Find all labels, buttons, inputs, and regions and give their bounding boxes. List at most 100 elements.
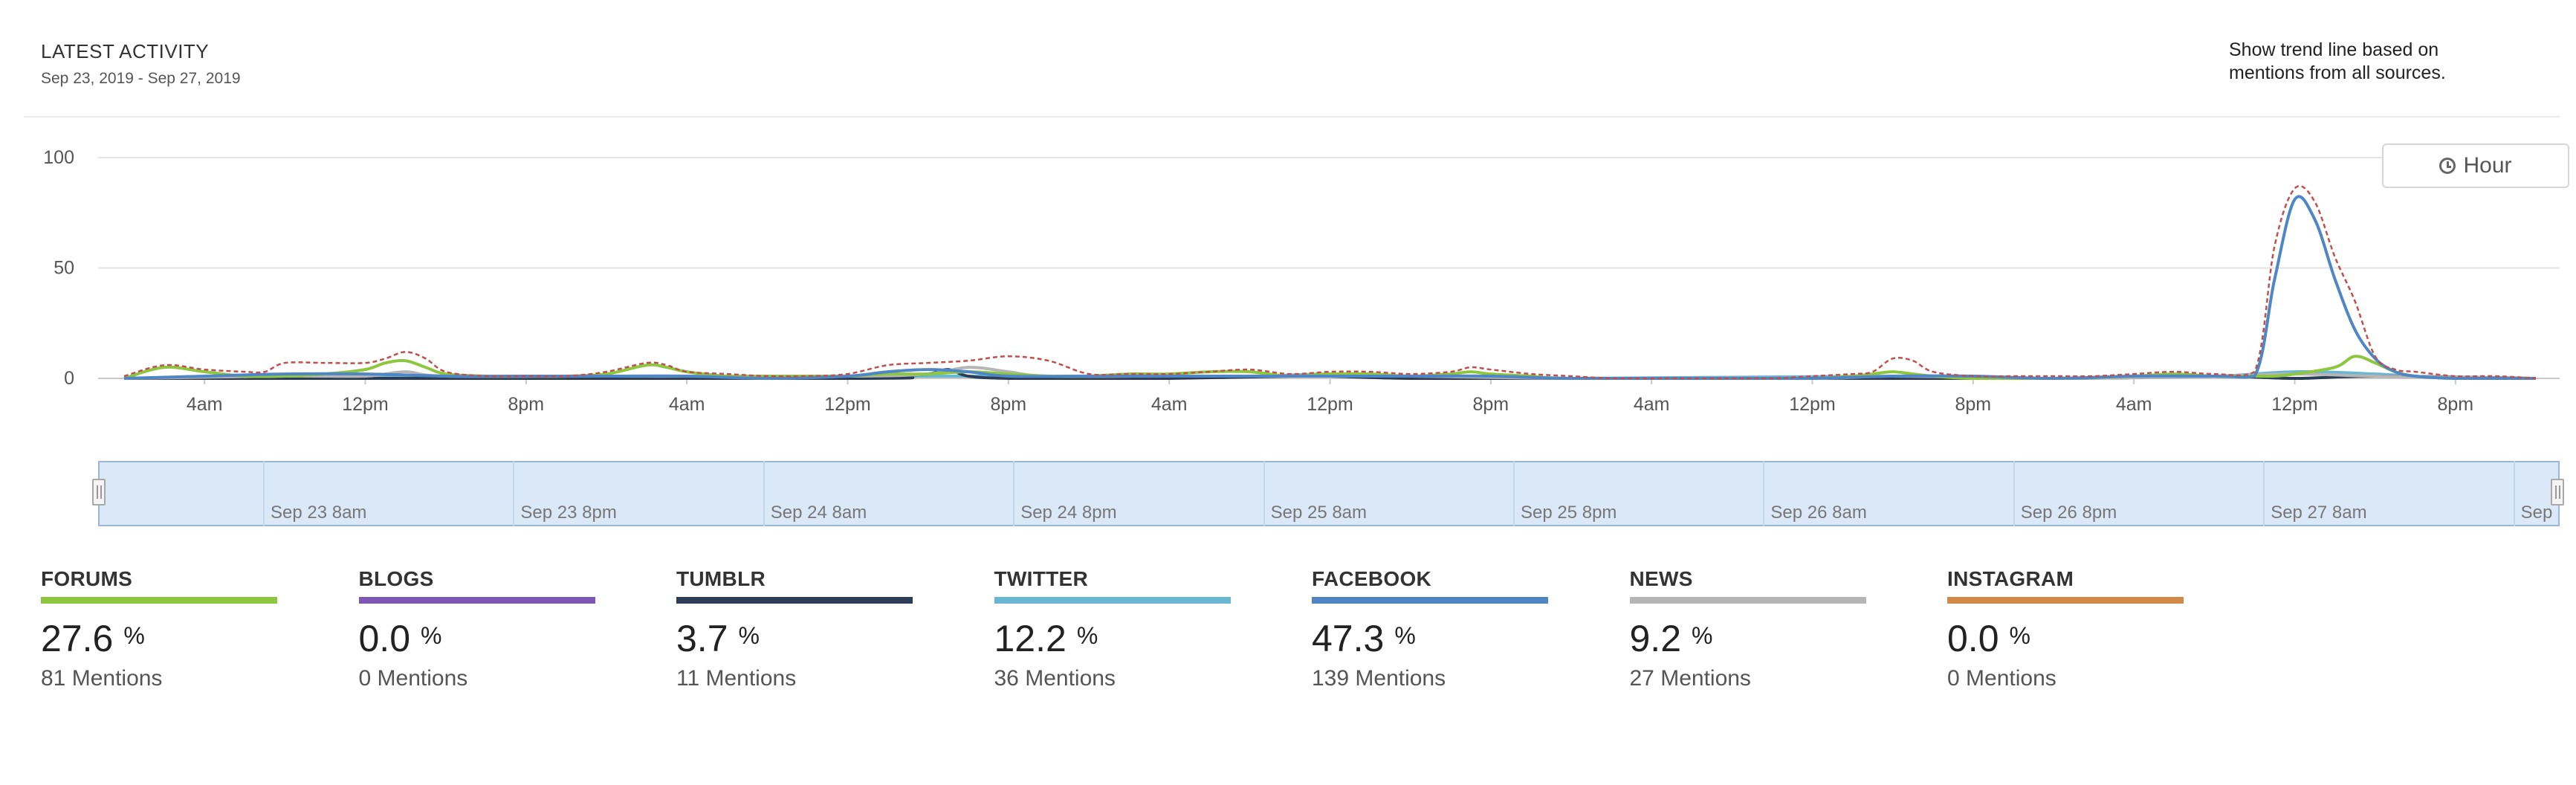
navigator-divider <box>2513 461 2515 526</box>
navigator-divider <box>2013 461 2015 526</box>
navigator-label: Sep 23 8am <box>271 503 367 523</box>
navigator-label: Sep 25 8pm <box>1521 503 1617 523</box>
source-color-bar <box>1947 597 2184 604</box>
interval-label: Hour <box>2463 153 2512 178</box>
source-mentions: 27 Mentions <box>1629 666 1751 691</box>
x-tick-label: 12pm <box>2271 394 2318 415</box>
source-color-bar <box>1629 597 1866 604</box>
y-tick-label: 50 <box>54 258 74 279</box>
clock-icon <box>2439 158 2456 174</box>
source-color-bar <box>994 597 1231 604</box>
source-color-bar <box>676 597 913 604</box>
navigator-label: Sep 24 8am <box>770 503 867 523</box>
x-tick-label: 12pm <box>1789 394 1836 415</box>
x-tick-label: 12pm <box>824 394 871 415</box>
source-color-bar <box>358 597 595 604</box>
source-name: TUMBLR <box>676 567 766 590</box>
navigator-label: Sep 25 8am <box>1270 503 1368 523</box>
source-name: NEWS <box>1629 567 1693 590</box>
percent-unit: % <box>1394 622 1416 649</box>
source-percent-value: 12.2 <box>994 618 1067 659</box>
range-navigator[interactable] <box>98 461 2560 526</box>
source-name: FACEBOOK <box>1312 567 1432 590</box>
source-card-forums[interactable]: FORUMS 27.6% 81 Mentions <box>41 567 286 691</box>
source-percent: 0.0% <box>1947 617 2192 659</box>
source-percent-value: 0.0 <box>358 618 411 659</box>
source-percent-value: 47.3 <box>1312 618 1385 659</box>
navigator-divider <box>263 461 265 526</box>
navigator-right-handle[interactable] <box>2551 479 2564 505</box>
source-card-instagram[interactable]: INSTAGRAM 0.0% 0 Mentions <box>1947 567 2192 691</box>
source-mentions: 0 Mentions <box>358 666 468 691</box>
series-line-facebook <box>123 195 2536 381</box>
percent-unit: % <box>738 622 760 649</box>
series-line-all-sources-trend <box>123 184 2537 380</box>
source-card-blogs[interactable]: BLOGS 0.0% 0 Mentions <box>358 567 604 691</box>
navigator-divider <box>763 461 765 526</box>
interval-button[interactable]: Hour <box>2382 143 2569 188</box>
navigator-divider <box>1013 461 1015 526</box>
x-tick-label: 12pm <box>1307 394 1353 415</box>
source-percent: 3.7% <box>676 617 922 659</box>
date-range: Sep 23, 2019 - Sep 27, 2019 <box>41 70 241 87</box>
source-percent: 27.6% <box>41 617 286 659</box>
navigator-divider <box>1513 461 1515 526</box>
source-percent: 47.3% <box>1312 617 1557 659</box>
x-tick-label: 4am <box>2116 394 2152 415</box>
x-tick-label: 4am <box>1634 394 1670 415</box>
percent-unit: % <box>1076 622 1098 649</box>
x-tick-label: 8pm <box>508 394 545 415</box>
x-tick-label: 8pm <box>2438 394 2474 415</box>
trend-line-note[interactable]: Show trend line based on mentions from a… <box>2229 39 2446 83</box>
header-divider <box>24 116 2560 117</box>
x-tick-label: 8pm <box>1473 394 1509 415</box>
source-percent-value: 9.2 <box>1629 618 1682 659</box>
source-percent: 0.0% <box>359 617 604 659</box>
navigator-divider <box>2263 461 2265 526</box>
percent-unit: % <box>421 622 442 649</box>
source-name: INSTAGRAM <box>1947 567 2074 590</box>
source-name: FORUMS <box>41 567 133 590</box>
source-mentions: 81 Mentions <box>41 666 163 691</box>
source-card-news[interactable]: NEWS 9.2% 27 Mentions <box>1629 567 1875 691</box>
activity-line-chart[interactable]: 0 50 100 4am 12pm 8pm 4am 12pm 8pm 4am 12pm 8pm 4am 1… <box>0 0 2576 416</box>
y-tick-label: 100 <box>43 147 74 168</box>
source-percent-value: 0.0 <box>1947 618 1999 659</box>
source-percent: 12.2% <box>994 617 1240 659</box>
source-card-twitter[interactable]: TWITTER 12.2% 36 Mentions <box>994 567 1240 691</box>
navigator-divider <box>1263 461 1265 526</box>
page-title: LATEST ACTIVITY <box>41 40 210 62</box>
source-color-bar <box>1312 597 1548 604</box>
source-card-facebook[interactable]: FACEBOOK 47.3% 139 Mentions <box>1312 567 1557 691</box>
navigator-label: Sep 23 8pm <box>520 503 617 523</box>
source-mentions: 11 Mentions <box>676 666 797 691</box>
x-tick-label: 8pm <box>1955 394 1992 415</box>
navigator-label: Sep 26 8pm <box>2020 503 2117 523</box>
navigator-label: Sep 27 8pm <box>2520 503 2557 523</box>
x-tick-label: 4am <box>1151 394 1188 415</box>
percent-unit: % <box>1692 622 1713 649</box>
navigator-left-handle[interactable] <box>92 479 106 505</box>
source-card-tumblr[interactable]: TUMBLR 3.7% 11 Mentions <box>676 567 922 691</box>
source-mentions: 36 Mentions <box>994 666 1116 691</box>
percent-unit: % <box>123 622 145 649</box>
percent-unit: % <box>2009 622 2030 649</box>
source-color-bar <box>41 597 277 604</box>
source-percent-value: 27.6 <box>41 618 114 659</box>
navigator-label: Sep 24 8pm <box>1020 503 1117 523</box>
source-name: TWITTER <box>994 567 1089 590</box>
x-tick-label: 4am <box>187 394 223 415</box>
source-percent-value: 3.7 <box>676 618 728 659</box>
source-mentions: 139 Mentions <box>1312 666 1446 691</box>
navigator-label: Sep 26 8am <box>1770 503 1867 523</box>
y-tick-label: 0 <box>64 368 74 389</box>
source-percent: 9.2% <box>1630 617 1875 659</box>
source-mentions: 0 Mentions <box>1947 666 2056 691</box>
navigator-label: Sep 27 8am <box>2271 503 2367 523</box>
source-name: BLOGS <box>358 567 434 590</box>
x-tick-label: 4am <box>669 394 705 415</box>
x-tick-label: 8pm <box>991 394 1027 415</box>
navigator-divider <box>513 461 515 526</box>
x-tick-label: 12pm <box>342 394 389 415</box>
navigator-divider <box>1763 461 1765 526</box>
